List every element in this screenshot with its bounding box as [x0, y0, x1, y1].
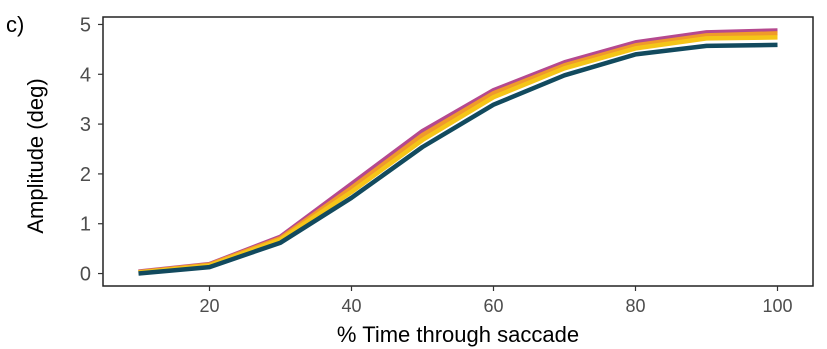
- y-axis-label: Amplitude (deg): [23, 78, 48, 233]
- x-tick-label-20: 20: [199, 296, 219, 316]
- panel-label: c): [6, 12, 24, 37]
- y-tick-label-4: 4: [80, 64, 91, 86]
- series-line-2: [138, 31, 778, 275]
- x-tick-label-100: 100: [762, 296, 792, 316]
- x-tick-label-40: 40: [341, 296, 361, 316]
- y-tick-label-2: 2: [80, 164, 91, 186]
- y-tick-label-1: 1: [80, 214, 91, 236]
- series-line-3: [138, 35, 778, 275]
- x-tick-label-60: 60: [483, 296, 503, 316]
- plot-area: [138, 28, 778, 276]
- y-tick-label-0: 0: [80, 264, 91, 286]
- axes: 20 40 60 80 100 0 1 2 3 4 5: [80, 14, 814, 316]
- series-line-4: [138, 42, 778, 276]
- y-tick-label-3: 3: [80, 114, 91, 136]
- y-tick-label-5: 5: [80, 14, 91, 36]
- plot-border: [102, 16, 814, 287]
- series-line-1: [138, 28, 778, 274]
- x-tick-label-80: 80: [625, 296, 645, 316]
- x-axis-label: % Time through saccade: [337, 322, 579, 347]
